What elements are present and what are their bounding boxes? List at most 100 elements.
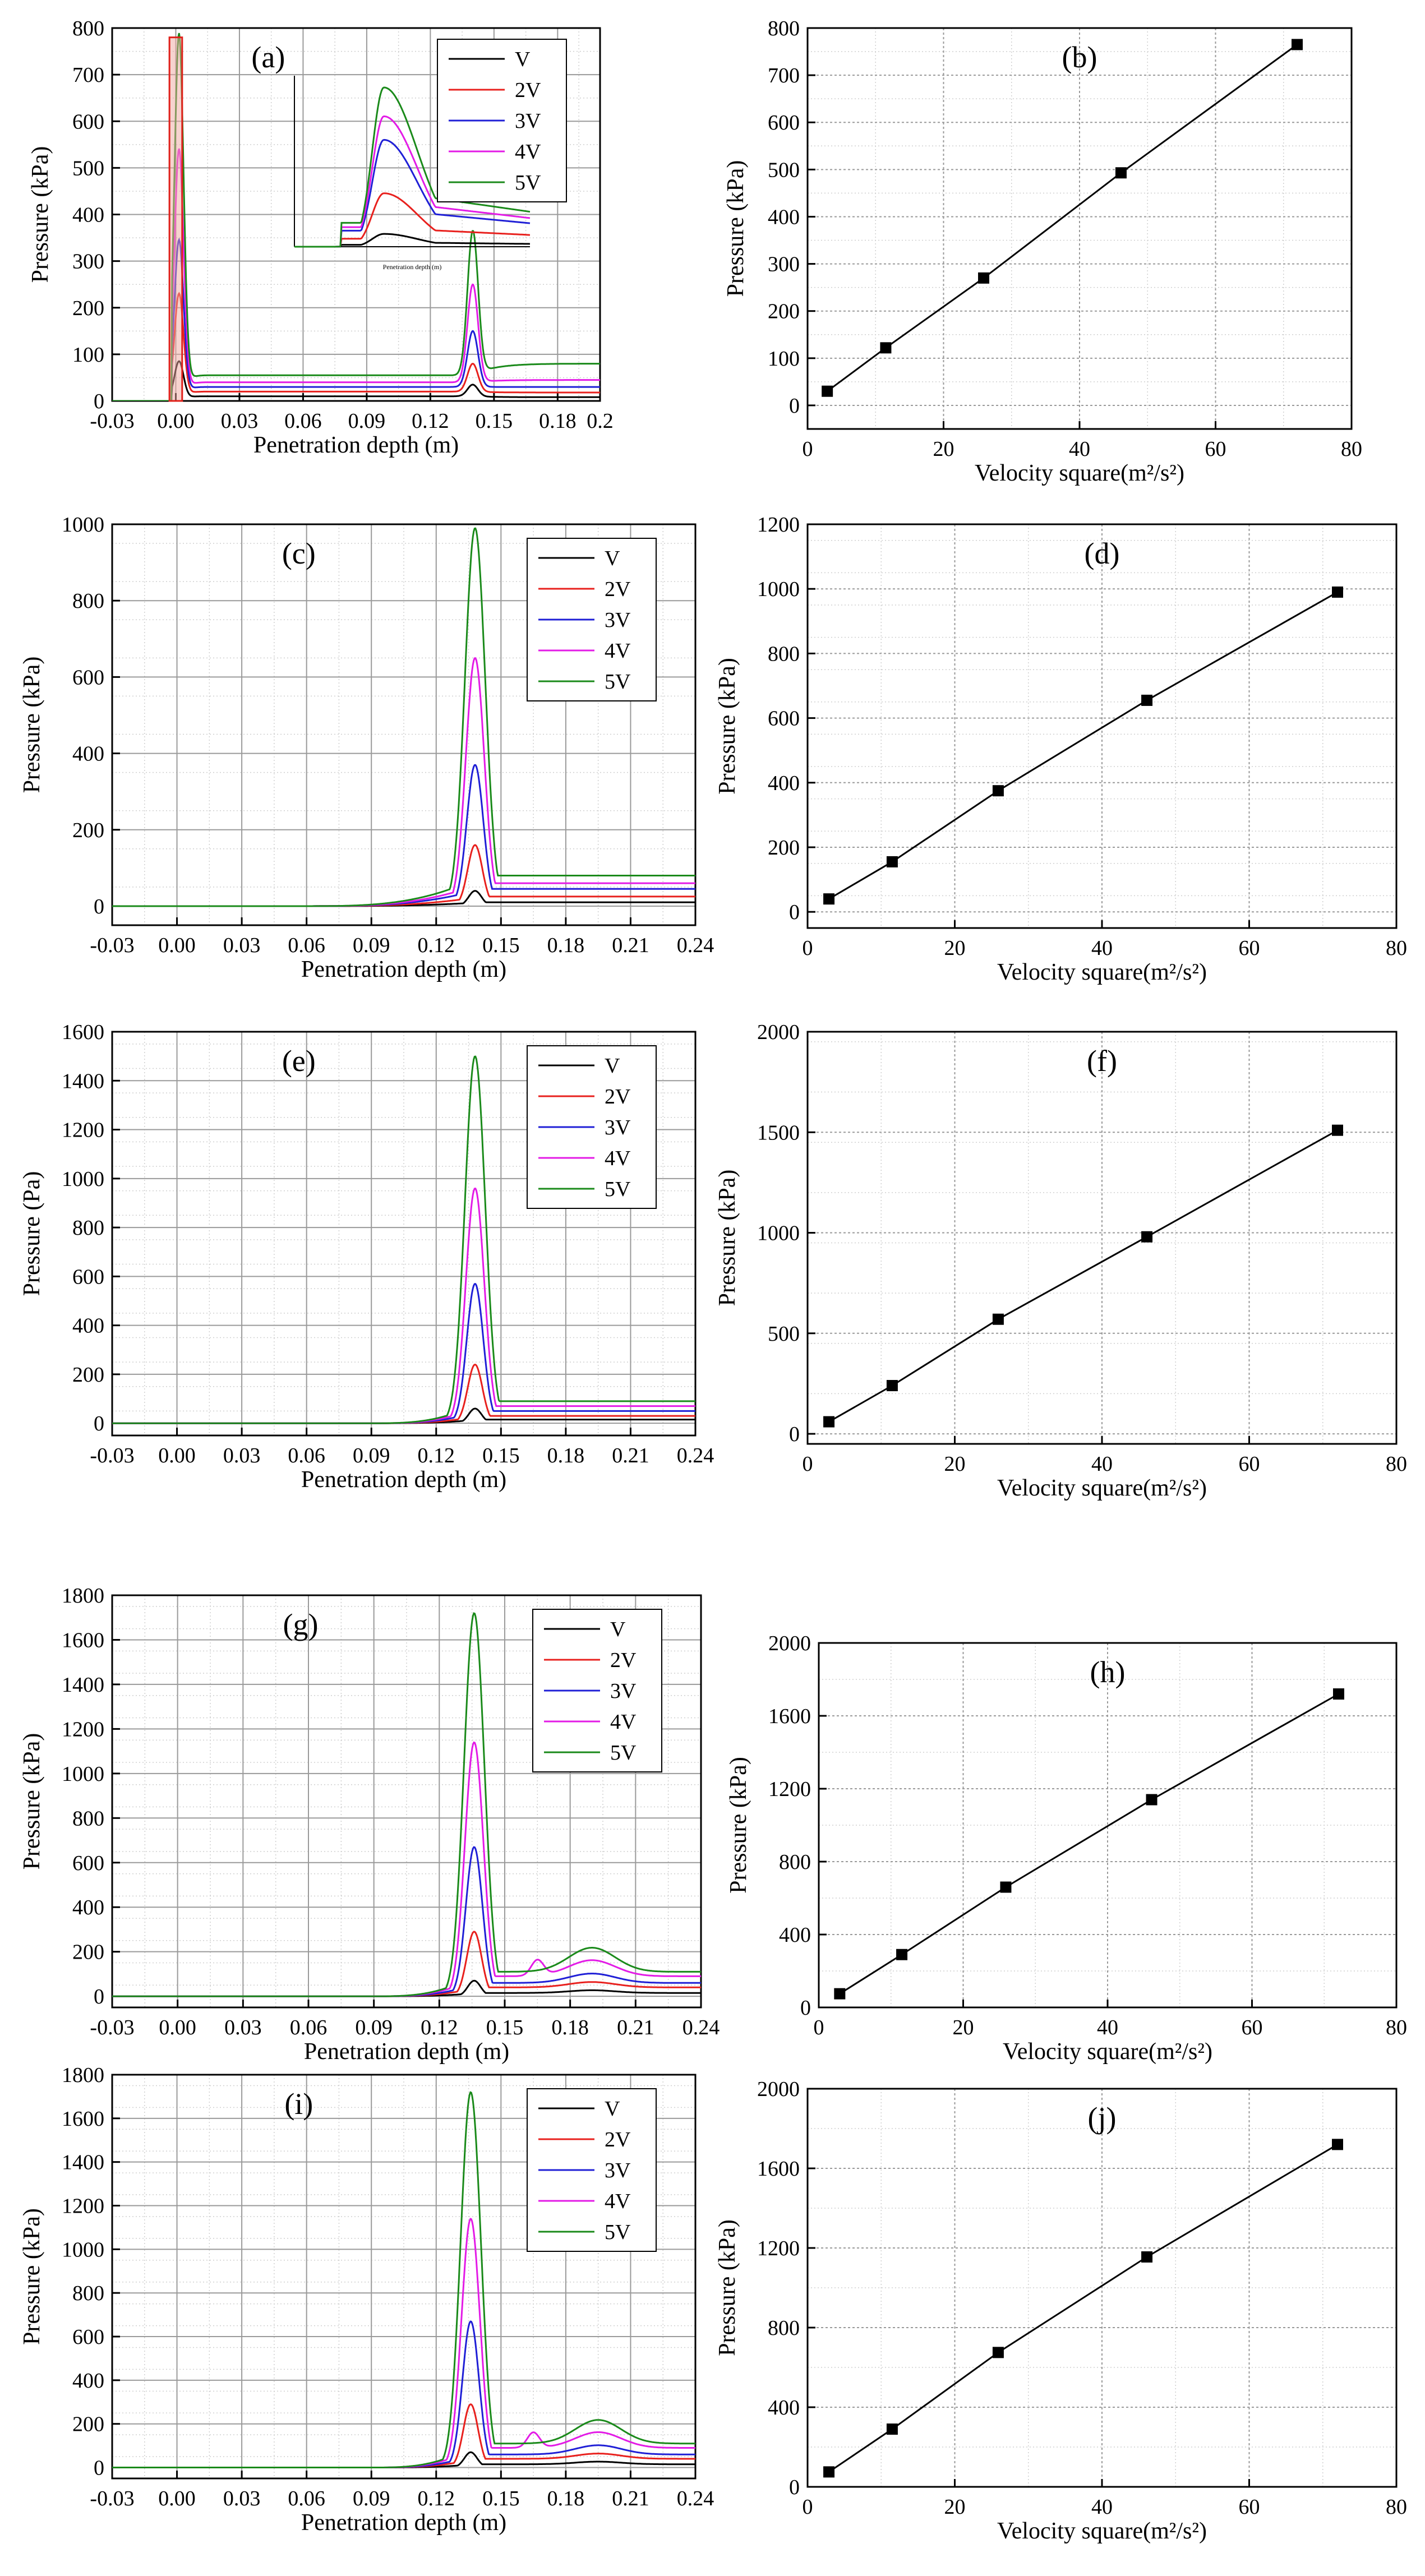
x-tick-label: 40	[1097, 2016, 1118, 2039]
data-point	[1141, 2251, 1153, 2263]
y-tick-label: 1400	[62, 1673, 104, 1697]
x-tick-label: 0.03	[221, 409, 259, 433]
x-tick-label: 0.00	[158, 1444, 196, 1467]
y-tick-label: 100	[768, 347, 800, 371]
x-tick-label: 0.21	[612, 2487, 649, 2510]
panel-label: (j)	[1088, 2101, 1117, 2135]
x-tick-label: 0.12	[412, 409, 449, 433]
x-tick-label: 0.15	[482, 1444, 520, 1467]
x-tick-label: 0.12	[418, 1444, 455, 1467]
y-tick-label: 800	[72, 17, 104, 40]
panel-c: 0 200 400 600 800 1000 -0.03 0.00 0.03 0.06 0.09 0.…	[19, 513, 714, 982]
y-tick-label: 500	[768, 158, 800, 182]
x-tick-label: -0.03	[90, 409, 134, 433]
legend-label-2V: 2V	[515, 79, 541, 102]
series-line-2V	[112, 1364, 695, 1424]
legend-label-2V: 2V	[605, 578, 631, 601]
y-tick-label: 200	[72, 1941, 104, 1964]
panel-label: (b)	[1062, 40, 1097, 74]
legend-label-2V: 2V	[610, 1649, 637, 1672]
x-tick-label: 0.06	[288, 934, 325, 957]
series-line-5V	[112, 1055, 695, 1424]
x-tick-label: 60	[1239, 1452, 1260, 1476]
x-tick-label: 80	[1386, 2495, 1407, 2519]
panel-b: 0 100 200 300 400 500 600 700 800 0 20 40 60 80 Veloci…	[723, 17, 1362, 486]
y-tick-label: 1600	[757, 2157, 800, 2181]
panel-g: 0 200 400 600 800 1000 1200 1400 1600 1800 -0.03 0.…	[19, 1584, 720, 2065]
x-axis-label: Penetration depth (m)	[301, 1467, 506, 1493]
y-tick-label: 800	[779, 1850, 811, 1874]
y-tick-label: 1000	[62, 513, 104, 537]
x-tick-label: 0.24	[677, 934, 714, 957]
y-tick-label: 400	[72, 204, 104, 227]
x-tick-label: 60	[1239, 936, 1260, 960]
y-tick-label: 0	[94, 2457, 104, 2480]
y-tick-label: 1200	[62, 2195, 104, 2218]
x-tick-label: 0.03	[223, 1444, 261, 1467]
x-axis-label: Velocity square(m²/s²)	[997, 2518, 1207, 2544]
legend-label-5V: 5V	[610, 1741, 637, 1765]
series-line-3V	[112, 237, 600, 401]
panel-a: 0 100 200 300 400 500 600 700 800 -0.03 0.00 0.03 0.…	[27, 17, 614, 458]
x-axis-label: Penetration depth (m)	[301, 2510, 506, 2536]
y-tick-label: 500	[768, 1322, 800, 1346]
y-tick-label: 1000	[757, 578, 800, 601]
panel-label: (g)	[283, 1608, 319, 1641]
legend-label-V: V	[515, 48, 531, 71]
x-axis-label: Penetration depth (m)	[253, 432, 459, 458]
fit-line	[828, 591, 1338, 900]
y-tick-label: 2000	[757, 2078, 800, 2101]
data-point	[1000, 1881, 1012, 1893]
legend-label-2V: 2V	[605, 1085, 631, 1109]
x-tick-label: -0.03	[90, 2487, 134, 2510]
x-tick-label: 40	[1091, 1452, 1113, 1476]
x-tick-label: 0.09	[353, 934, 390, 957]
legend-label-5V: 5V	[605, 670, 631, 694]
y-tick-label: 1200	[757, 513, 800, 537]
y-tick-label: 100	[72, 343, 104, 367]
y-tick-label: 200	[72, 297, 104, 320]
x-axis-label: Velocity square(m²/s²)	[997, 959, 1207, 985]
x-tick-label: 0.21	[612, 934, 649, 957]
panel-e: 0 200 400 600 800 1000 1200 1400 1600 -0.03 0.00 0.…	[19, 1021, 714, 1493]
legend-label-V: V	[605, 1054, 620, 1078]
x-tick-label: 0.00	[157, 409, 195, 433]
x-tick-label: 0.18	[547, 1444, 585, 1467]
series-line-5V	[112, 33, 600, 401]
panel-label: (a)	[251, 40, 285, 74]
y-tick-label: 0	[789, 1423, 800, 1446]
x-tick-label: 80	[1341, 437, 1362, 461]
y-tick-label: 1600	[768, 1705, 811, 1728]
legend-label-3V: 3V	[515, 109, 541, 133]
fit-line	[827, 44, 1298, 392]
y-tick-label: 600	[72, 1265, 104, 1289]
y-axis-label: Pressure (kPa)	[714, 658, 740, 795]
y-tick-label: 600	[72, 1852, 104, 1875]
x-tick-label: 0.15	[486, 2016, 524, 2039]
y-tick-label: 0	[789, 901, 800, 924]
x-tick-label: 0	[814, 2016, 824, 2039]
legend-label-3V: 3V	[605, 1116, 631, 1139]
data-point	[1332, 586, 1343, 598]
panel-j: 0 400 800 1200 1600 2000 0 20 40 60 80 Velocity squ…	[714, 2078, 1407, 2544]
y-tick-label: 1500	[757, 1121, 800, 1144]
y-tick-label: 400	[779, 1923, 811, 1947]
y-tick-label: 1800	[62, 2063, 104, 2087]
x-tick-label: 0.15	[482, 934, 520, 957]
y-tick-label: 600	[768, 707, 800, 731]
y-tick-label: 600	[72, 110, 104, 133]
series-group	[112, 33, 600, 401]
legend-label-4V: 4V	[605, 2190, 631, 2213]
x-tick-label: 0.21	[617, 2016, 654, 2039]
panel-i: 0 200 400 600 800 1000 1200 1400 1600 1800 -0.03 0.…	[19, 2063, 714, 2536]
y-tick-label: 300	[768, 253, 800, 276]
x-tick-label: 0.09	[353, 2487, 390, 2510]
y-tick-label: 200	[768, 300, 800, 324]
plot-frame	[111, 1594, 702, 2009]
x-tick-label: 0.06	[288, 2487, 325, 2510]
legend-label-4V: 4V	[605, 1147, 631, 1170]
y-tick-label: 800	[72, 1807, 104, 1830]
x-tick-label: 0.2	[587, 409, 614, 433]
y-tick-label: 1200	[757, 2237, 800, 2260]
